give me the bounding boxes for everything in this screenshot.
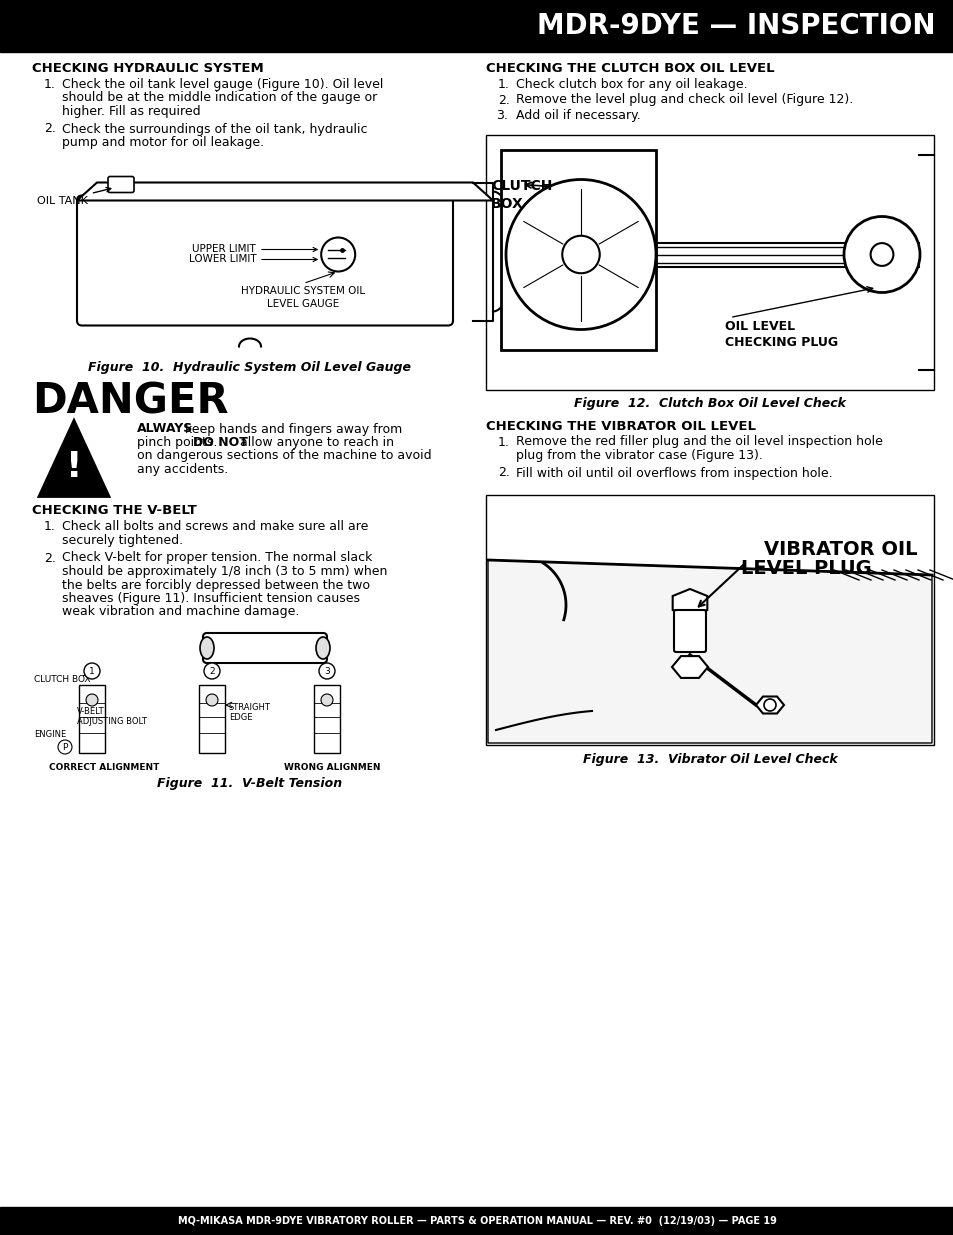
Text: 1.: 1.	[497, 436, 509, 448]
Polygon shape	[672, 589, 706, 618]
Circle shape	[505, 179, 656, 330]
Circle shape	[843, 216, 919, 293]
Text: the belts are forcibly depressed between the two: the belts are forcibly depressed between…	[62, 578, 370, 592]
Text: Remove the red filler plug and the oil level inspection hole: Remove the red filler plug and the oil l…	[516, 436, 882, 448]
Text: Check V-belt for proper tension. The normal slack: Check V-belt for proper tension. The nor…	[62, 552, 372, 564]
Text: Add oil if necessary.: Add oil if necessary.	[516, 109, 640, 122]
Text: VIBRATOR OIL: VIBRATOR OIL	[763, 540, 916, 559]
Text: CORRECT ALIGNMENT: CORRECT ALIGNMENT	[49, 763, 159, 772]
Circle shape	[86, 694, 98, 706]
Polygon shape	[671, 656, 707, 678]
Text: pump and motor for oil leakage.: pump and motor for oil leakage.	[62, 136, 264, 149]
Text: on dangerous sections of the machine to avoid: on dangerous sections of the machine to …	[137, 450, 431, 462]
Text: 2: 2	[209, 667, 214, 676]
Text: Check all bolts and screws and make sure all are: Check all bolts and screws and make sure…	[62, 520, 368, 534]
Text: 2.: 2.	[44, 122, 56, 136]
Circle shape	[58, 740, 71, 755]
Text: Remove the level plug and check oil level (Figure 12).: Remove the level plug and check oil leve…	[516, 94, 852, 106]
Text: securely tightened.: securely tightened.	[62, 534, 183, 547]
Circle shape	[206, 694, 218, 706]
Text: keep hands and fingers away from: keep hands and fingers away from	[181, 422, 402, 436]
Text: LEVEL PLUG: LEVEL PLUG	[740, 559, 871, 578]
Polygon shape	[39, 420, 109, 496]
FancyBboxPatch shape	[673, 610, 705, 652]
Text: CLUTCH
BOX: CLUTCH BOX	[491, 179, 552, 211]
Bar	[0, 0, 953, 52]
Text: MQ-MIKASA MDR-9DYE VIBRATORY ROLLER — PARTS & OPERATION MANUAL — REV. #0  (12/19: MQ-MIKASA MDR-9DYE VIBRATORY ROLLER — PA…	[177, 1216, 776, 1226]
Text: 1: 1	[89, 667, 94, 676]
Text: should be approximately 1/8 inch (3 to 5 mm) when: should be approximately 1/8 inch (3 to 5…	[62, 564, 387, 578]
Text: any accidents.: any accidents.	[137, 463, 228, 475]
Bar	[485, 495, 933, 745]
Polygon shape	[755, 697, 783, 714]
Text: MDR-9DYE — INSPECTION: MDR-9DYE — INSPECTION	[537, 12, 935, 40]
Text: 3: 3	[324, 667, 330, 676]
Text: Figure  13.  Vibrator Oil Level Check: Figure 13. Vibrator Oil Level Check	[582, 753, 837, 766]
FancyBboxPatch shape	[203, 634, 327, 663]
Circle shape	[320, 694, 333, 706]
Bar	[314, 685, 339, 753]
Text: !: !	[66, 450, 82, 484]
Text: sheaves (Figure 11). Insufficient tension causes: sheaves (Figure 11). Insufficient tensio…	[62, 592, 359, 605]
Text: CHECKING HYDRAULIC SYSTEM: CHECKING HYDRAULIC SYSTEM	[32, 62, 263, 75]
Text: LOWER LIMIT: LOWER LIMIT	[189, 254, 316, 264]
Text: pinch points.: pinch points.	[137, 436, 221, 450]
Polygon shape	[488, 559, 931, 743]
Text: 1.: 1.	[497, 78, 509, 91]
Circle shape	[318, 663, 335, 679]
Text: Figure  11.  V-Belt Tension: Figure 11. V-Belt Tension	[157, 777, 342, 790]
Text: 2.: 2.	[497, 467, 509, 479]
Bar	[199, 685, 225, 753]
Text: DANGER: DANGER	[32, 380, 229, 422]
FancyBboxPatch shape	[77, 195, 453, 326]
Text: OIL LEVEL
CHECKING PLUG: OIL LEVEL CHECKING PLUG	[724, 320, 838, 348]
Polygon shape	[77, 183, 493, 200]
Text: CHECKING THE VIBRATOR OIL LEVEL: CHECKING THE VIBRATOR OIL LEVEL	[485, 420, 755, 432]
Text: WRONG ALIGNMEN: WRONG ALIGNMEN	[283, 763, 380, 772]
Text: P: P	[62, 742, 68, 752]
Bar	[0, 1207, 953, 1235]
Text: CHECKING THE V-BELT: CHECKING THE V-BELT	[32, 505, 196, 517]
Circle shape	[561, 236, 599, 273]
Text: allow anyone to reach in: allow anyone to reach in	[235, 436, 394, 450]
Text: Figure  10.  Hydraulic System Oil Level Gauge: Figure 10. Hydraulic System Oil Level Ga…	[89, 361, 411, 373]
Text: 2.: 2.	[44, 552, 56, 564]
Text: Check clutch box for any oil leakage.: Check clutch box for any oil leakage.	[516, 78, 747, 91]
Text: should be at the middle indication of the gauge or: should be at the middle indication of th…	[62, 91, 376, 105]
Text: higher. Fill as required: higher. Fill as required	[62, 105, 200, 119]
Text: OIL TANK: OIL TANK	[37, 188, 111, 205]
Text: V-BELT
ADJUSTING BOLT: V-BELT ADJUSTING BOLT	[77, 706, 147, 726]
Text: 1.: 1.	[44, 520, 56, 534]
Text: Check the oil tank level gauge (Figure 10). Oil level: Check the oil tank level gauge (Figure 1…	[62, 78, 383, 91]
Text: 2.: 2.	[497, 94, 509, 106]
Text: plug from the vibrator case (Figure 13).: plug from the vibrator case (Figure 13).	[516, 450, 762, 462]
Text: CLUTCH BOX: CLUTCH BOX	[34, 676, 91, 684]
Circle shape	[763, 699, 775, 711]
Text: HYDRAULIC SYSTEM OIL
LEVEL GAUGE: HYDRAULIC SYSTEM OIL LEVEL GAUGE	[241, 287, 365, 309]
Circle shape	[84, 663, 100, 679]
Text: ALWAYS: ALWAYS	[137, 422, 193, 436]
Text: DO NOT: DO NOT	[193, 436, 248, 450]
Text: STRAIGHT
EDGE: STRAIGHT EDGE	[229, 703, 271, 722]
Text: Figure  12.  Clutch Box Oil Level Check: Figure 12. Clutch Box Oil Level Check	[574, 398, 845, 410]
Bar	[500, 149, 656, 350]
Text: Check the surroundings of the oil tank, hydraulic: Check the surroundings of the oil tank, …	[62, 122, 367, 136]
Circle shape	[204, 663, 220, 679]
Text: 1.: 1.	[44, 78, 56, 91]
Circle shape	[321, 237, 355, 272]
Bar	[485, 135, 933, 389]
FancyBboxPatch shape	[108, 177, 133, 193]
Text: ENGINE: ENGINE	[34, 730, 66, 739]
Ellipse shape	[200, 637, 213, 659]
Text: CHECKING THE CLUTCH BOX OIL LEVEL: CHECKING THE CLUTCH BOX OIL LEVEL	[485, 62, 774, 75]
Text: 3.: 3.	[496, 109, 507, 122]
Ellipse shape	[315, 637, 330, 659]
Text: weak vibration and machine damage.: weak vibration and machine damage.	[62, 605, 299, 619]
Text: UPPER LIMIT: UPPER LIMIT	[193, 245, 316, 254]
Bar	[79, 685, 105, 753]
Circle shape	[870, 243, 892, 266]
Text: Fill with oil until oil overflows from inspection hole.: Fill with oil until oil overflows from i…	[516, 467, 832, 479]
